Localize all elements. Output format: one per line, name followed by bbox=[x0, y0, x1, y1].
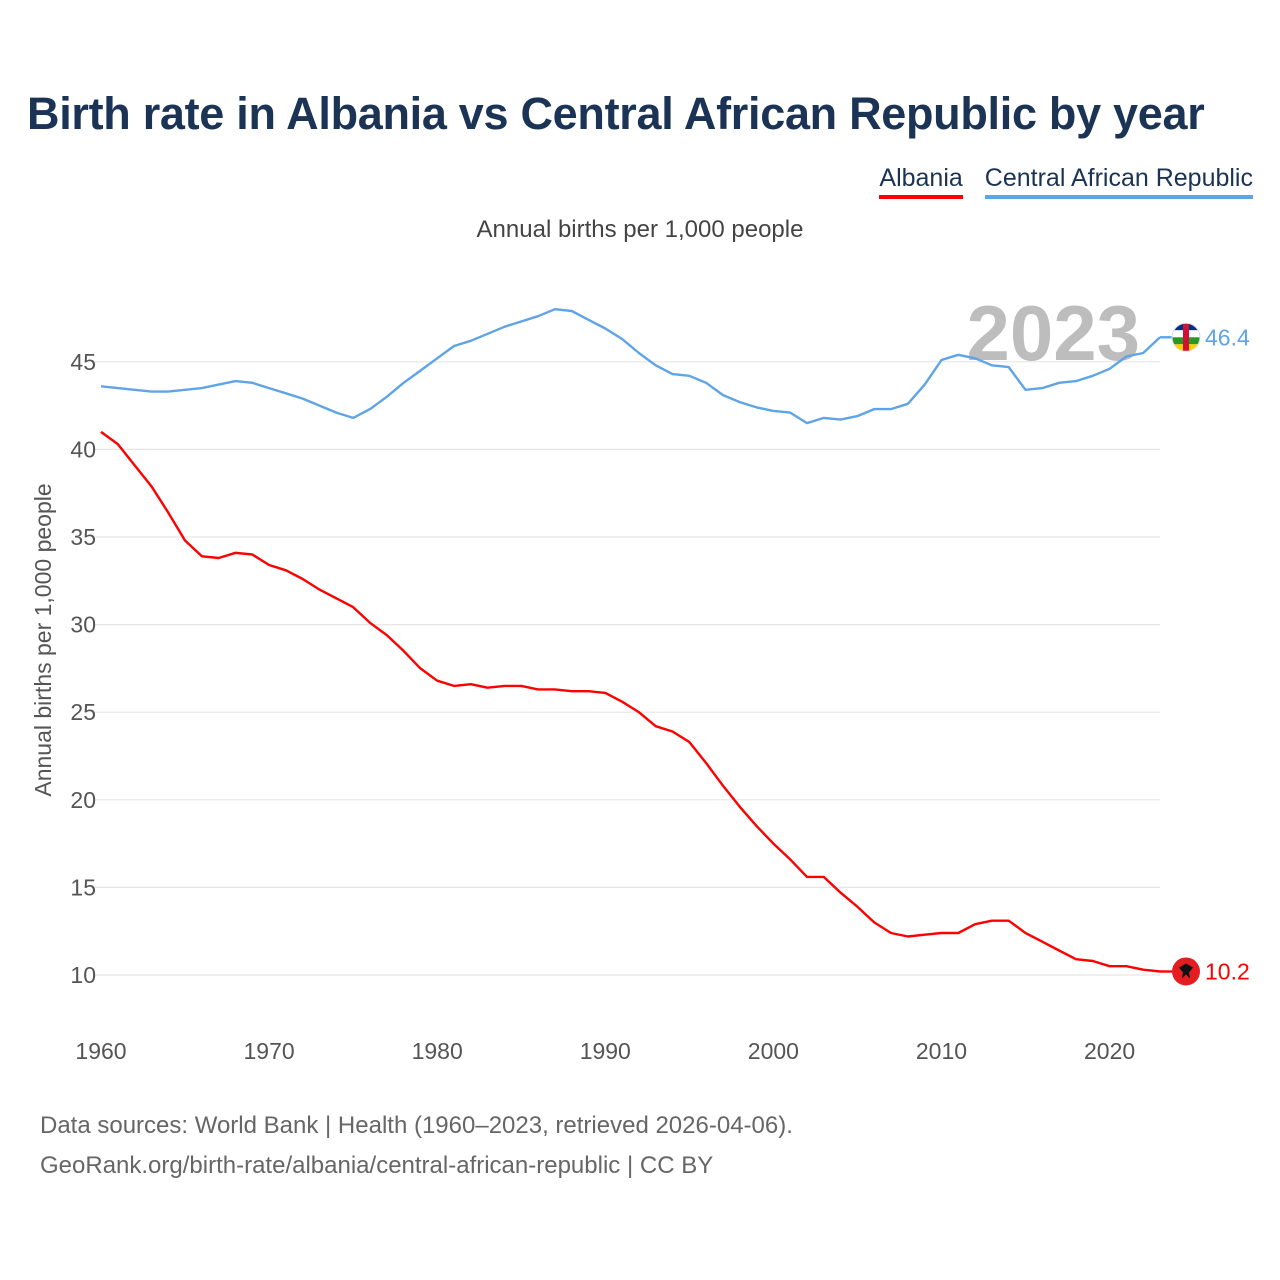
series-line-central-african-republic[interactable] bbox=[100, 308, 1161, 425]
y-axis-label: Annual births per 1,000 people bbox=[30, 483, 56, 796]
year-label: 2023 bbox=[966, 289, 1140, 377]
y-tick-label: 35 bbox=[70, 524, 96, 550]
chart-subtitle: Annual births per 1,000 people bbox=[476, 216, 804, 243]
legend-item-albania[interactable]: Albania bbox=[879, 164, 963, 199]
source-link[interactable]: GeoRank.org/birth-rate/albania/central-a… bbox=[40, 1152, 714, 1179]
x-tick-label: 1980 bbox=[412, 1038, 463, 1064]
central-african-republic-flag-icon bbox=[1171, 322, 1201, 352]
albania-eagle-icon bbox=[1179, 963, 1193, 979]
series-lines bbox=[100, 308, 1161, 973]
footer: Data sources: World Bank | Health (1960–… bbox=[40, 1106, 793, 1186]
x-tick-label: 1960 bbox=[75, 1038, 126, 1064]
series-line-albania[interactable] bbox=[100, 430, 1161, 973]
y-tick-label: 10 bbox=[70, 962, 96, 988]
legend-item-central-african-republic[interactable]: Central African Republic bbox=[984, 164, 1253, 199]
legend: Albania Central African Republic bbox=[879, 164, 1253, 199]
x-tick-label: 2020 bbox=[1084, 1038, 1135, 1064]
albania-flag-icon bbox=[1172, 957, 1200, 986]
x-tick-label: 1970 bbox=[244, 1038, 295, 1064]
end-value-label-albania: 10.2 bbox=[1205, 958, 1250, 984]
x-axis-ticks: 1960 1970 1980 1990 2000 2010 2020 bbox=[75, 1038, 1135, 1064]
end-value-label-central-african-republic: 46.4 bbox=[1205, 324, 1250, 350]
y-tick-label: 25 bbox=[70, 699, 96, 725]
y-axis-ticks: 10 15 20 25 30 35 40 45 bbox=[70, 349, 96, 988]
y-tick-label: 40 bbox=[70, 436, 96, 462]
car-flag-stripes bbox=[1172, 323, 1200, 352]
y-tick-label: 20 bbox=[70, 787, 96, 813]
x-tick-label: 1990 bbox=[580, 1038, 631, 1064]
y-tick-label: 15 bbox=[70, 874, 96, 900]
series-end-markers: 10.2 46.4 bbox=[1160, 322, 1250, 986]
data-sources: Data sources: World Bank | Health (1960–… bbox=[40, 1112, 793, 1139]
gridlines bbox=[95, 361, 1160, 976]
y-tick-label: 30 bbox=[70, 612, 96, 638]
chart-title: Birth rate in Albania vs Central African… bbox=[27, 88, 1205, 139]
x-tick-label: 2000 bbox=[748, 1038, 799, 1064]
x-tick-label: 2010 bbox=[916, 1038, 967, 1064]
y-tick-label: 45 bbox=[70, 349, 96, 375]
